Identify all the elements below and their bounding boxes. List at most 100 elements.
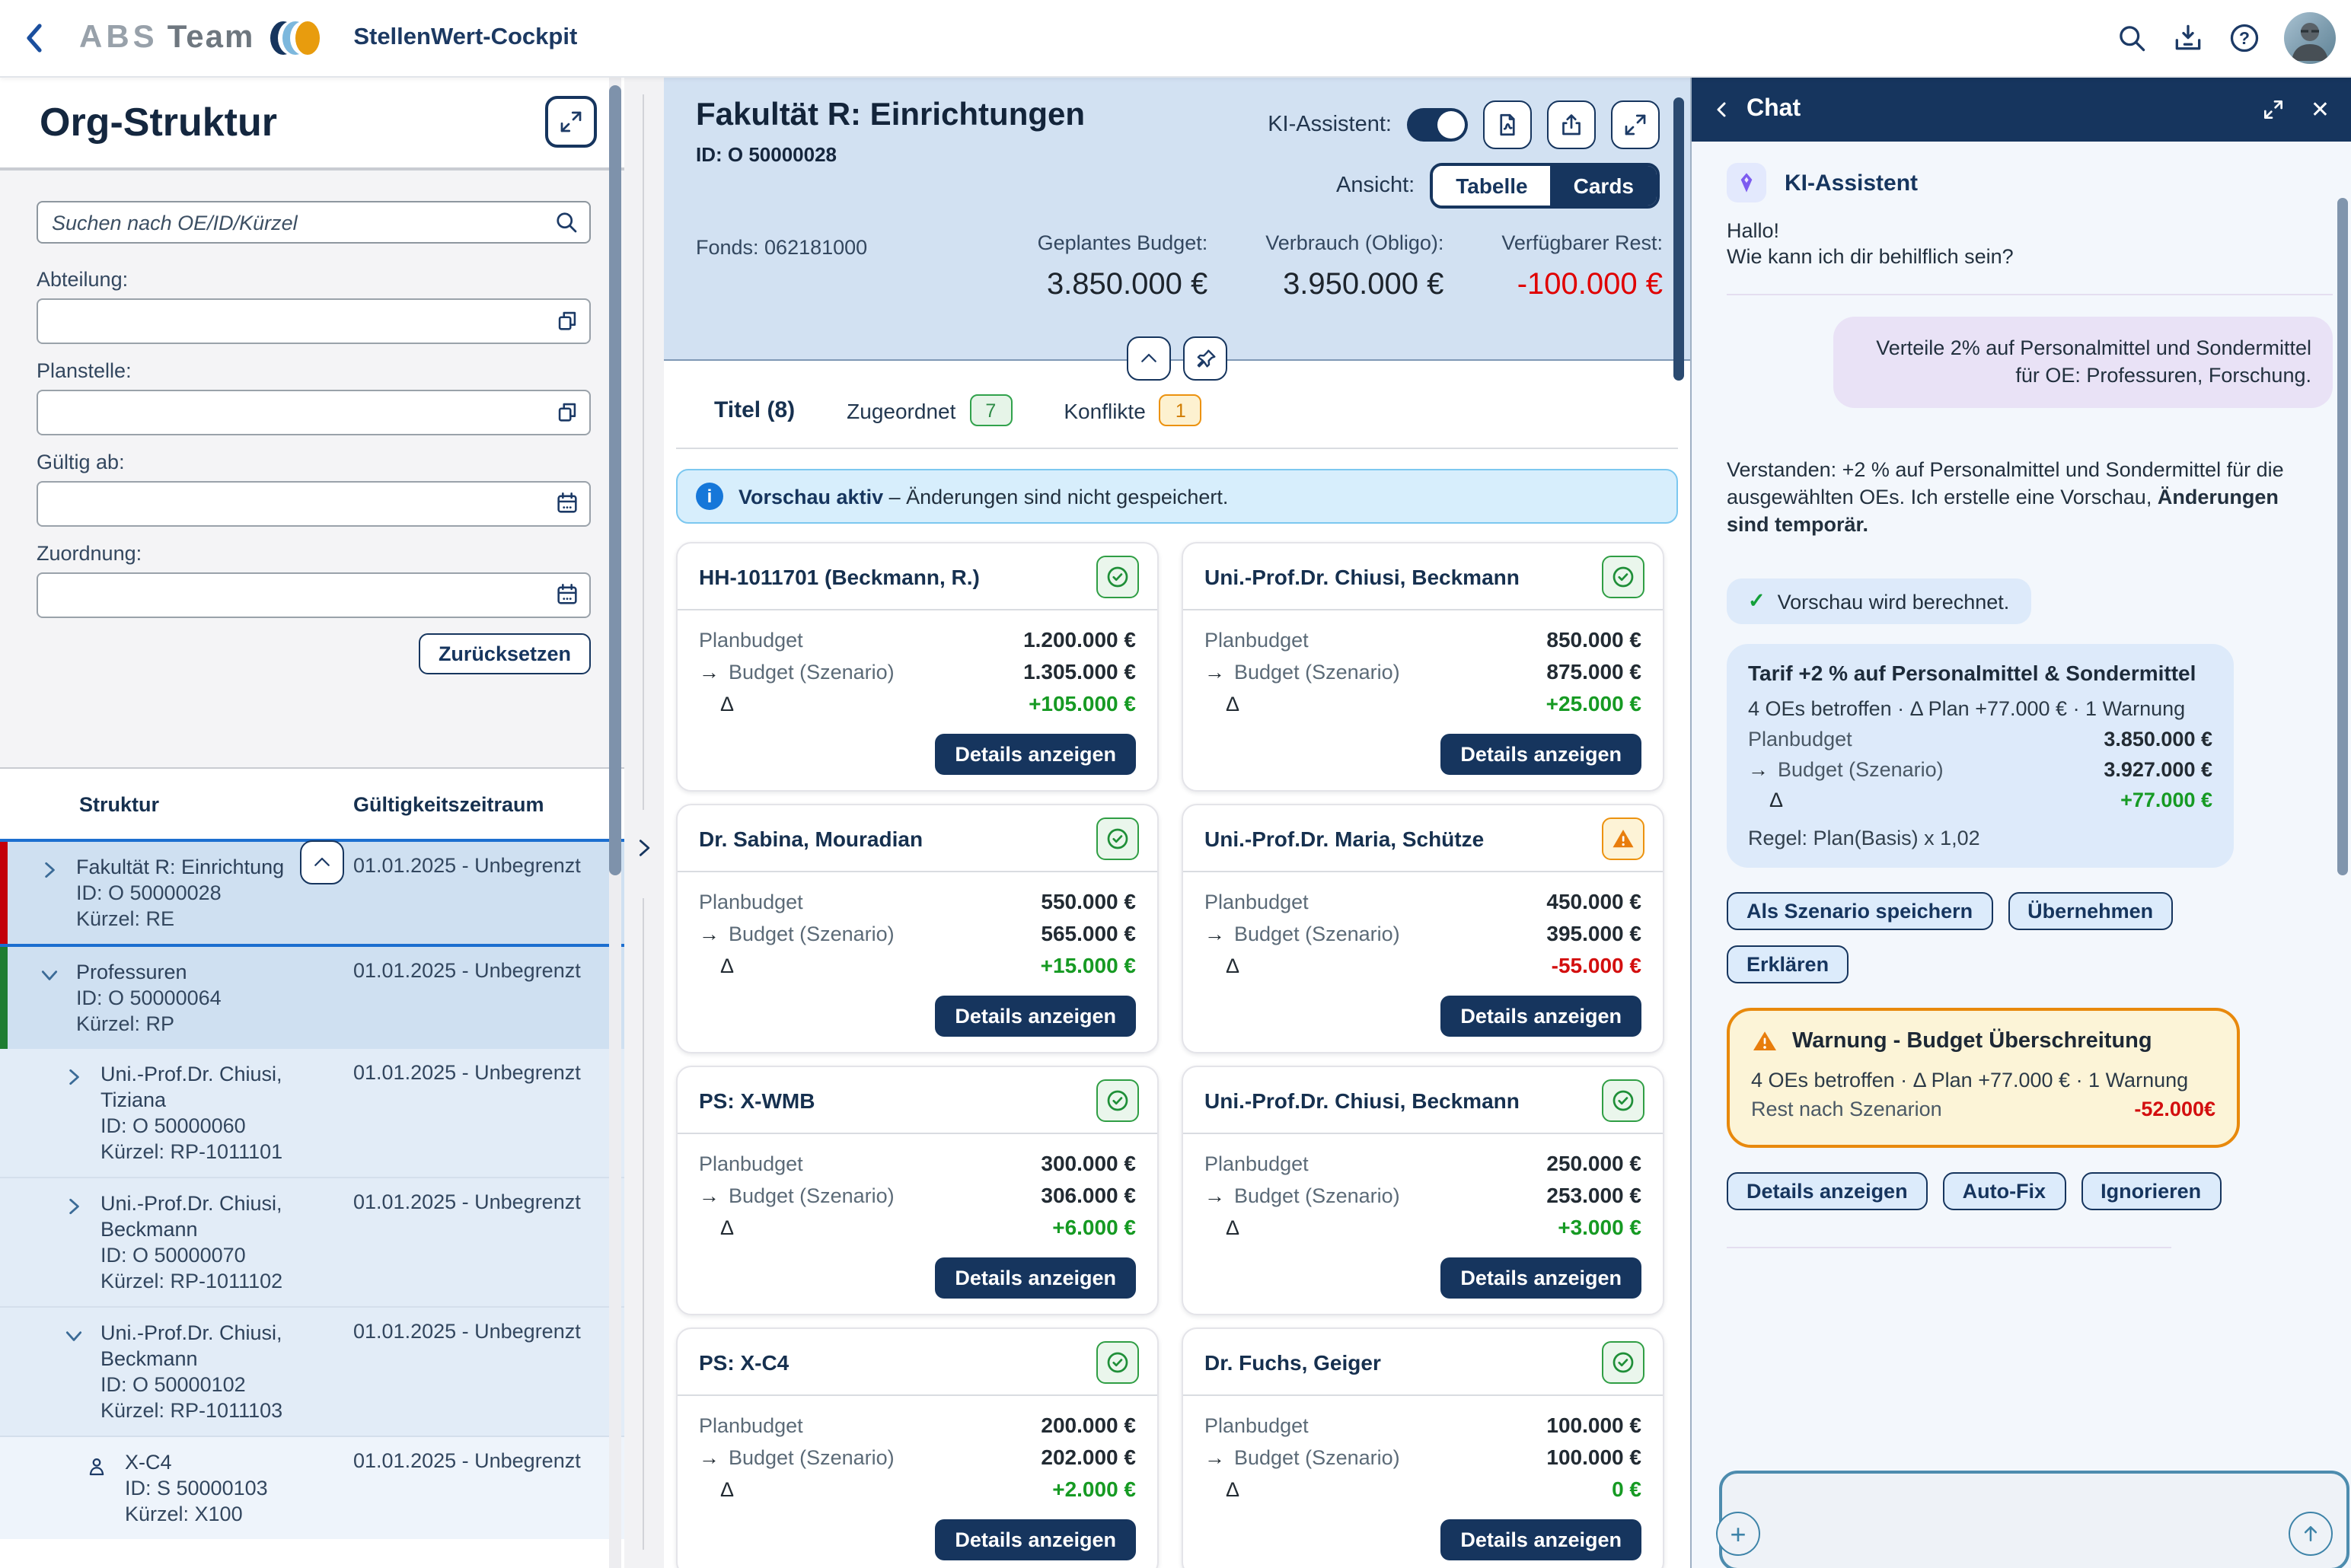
pin-icon[interactable]: [1183, 336, 1227, 381]
back-icon[interactable]: [21, 21, 49, 55]
tab-zugeordnet[interactable]: Zugeordnet 7: [847, 394, 1013, 426]
panel-splitter[interactable]: [624, 76, 664, 1568]
details-button[interactable]: Details anzeigen: [935, 996, 1136, 1037]
tree-item-name: Uni.-Prof.Dr. Chiusi, Beckmann: [100, 1321, 282, 1370]
details-button[interactable]: Details anzeigen: [1440, 996, 1641, 1037]
sidebar-scrollbar-thumb[interactable]: [609, 85, 621, 875]
budget-warning-box: Warnung - Budget Überschreitung 4 OEs be…: [1727, 1008, 2240, 1148]
panel-expand-button[interactable]: [545, 96, 597, 148]
check-icon: ✓: [1748, 589, 1766, 612]
user-avatar[interactable]: [2284, 12, 2336, 64]
tree-row-chiusi-tiziana[interactable]: Uni.-Prof.Dr. Chiusi, Tiziana ID: O 5000…: [0, 1049, 624, 1178]
top-bar: ABS Team StellenWert-Cockpit ?: [0, 0, 2351, 78]
chat-divider: [1727, 294, 2333, 295]
send-button[interactable]: [2289, 1512, 2333, 1556]
main-scrollbar-thumb[interactable]: [1673, 97, 1684, 381]
chat-messages: KI-Assistent Hallo! Wie kann ich dir beh…: [1692, 142, 2351, 1248]
chevron-right-icon[interactable]: [40, 860, 59, 880]
chat-panel: Chat ✕ KI-Assistent Hallo! Wie kann ich …: [1690, 76, 2351, 1568]
expand-icon[interactable]: [1611, 100, 1660, 149]
main-header: Fakultät R: Einrichtungen ID: O 50000028…: [664, 76, 1690, 381]
card-title: Uni.-Prof.Dr. Chiusi, Beckmann: [1204, 1088, 1520, 1113]
tree-item-id: ID: O 50000070: [100, 1244, 246, 1267]
copy-icon[interactable]: [554, 399, 580, 425]
card-title: HH-1011701 (Beckmann, R.): [699, 565, 980, 589]
download-icon[interactable]: [2171, 21, 2205, 55]
tree-item-period: 01.01.2025 - Unbegrenzt: [353, 1320, 581, 1343]
tree-search: [37, 201, 591, 244]
details-button[interactable]: Details anzeigen: [1440, 1519, 1641, 1560]
logo-team-text: Team: [167, 20, 255, 55]
budget-card: PS: X-C4 Planbudget 200.000 € → Budget (Sz…: [676, 1327, 1159, 1568]
tree-item-id: ID: O 50000102: [100, 1373, 246, 1396]
details-button[interactable]: Details anzeigen: [935, 1257, 1136, 1299]
card-title: Dr. Sabina, Mouradian: [699, 827, 923, 851]
auto-fix-button[interactable]: Auto-Fix: [1942, 1172, 2066, 1210]
scenario-card: Tarif +2 % auf Personalmittel & Sondermi…: [1727, 644, 2234, 868]
details-button[interactable]: Details anzeigen: [1440, 734, 1641, 775]
chat-input[interactable]: [1719, 1471, 2349, 1568]
zugeordnet-count-badge: 7: [969, 394, 1013, 426]
save-scenario-button[interactable]: Als Szenario speichern: [1727, 892, 1993, 930]
expand-icon[interactable]: [2262, 97, 2286, 121]
assistant-name: KI-Assistent: [1785, 170, 1919, 196]
preview-banner: i Vorschau aktiv – Änderungen sind nicht…: [676, 469, 1678, 524]
banner-rest: – Änderungen sind nicht gespeichert.: [883, 485, 1229, 508]
details-button[interactable]: Details anzeigen: [935, 734, 1136, 775]
planstelle-field[interactable]: [37, 390, 591, 435]
calendar-icon[interactable]: [554, 490, 580, 516]
calendar-icon[interactable]: [554, 582, 580, 607]
planstelle-label: Planstelle:: [37, 359, 132, 382]
tree-row-chiusi-beckmann-2[interactable]: Uni.-Prof.Dr. Chiusi, Beckmann ID: O 500…: [0, 1308, 624, 1437]
pdf-export-button[interactable]: [1483, 100, 1532, 149]
chevron-right-icon[interactable]: [64, 1197, 84, 1216]
apply-button[interactable]: Übernehmen: [2008, 892, 2174, 930]
tab-titel[interactable]: Titel (8): [714, 397, 796, 423]
org-tree: Fakultät R: Einrichtung ID: O 50000028 K…: [0, 839, 624, 1539]
attach-plus-button[interactable]: +: [1716, 1512, 1760, 1556]
ki-assistent-toggle[interactable]: [1407, 108, 1468, 142]
scenario-title: Tarif +2 % auf Personalmittel & Sondermi…: [1748, 661, 2196, 685]
abteilung-field[interactable]: [37, 298, 591, 344]
status-bar-red: [0, 842, 8, 944]
warning-details-button[interactable]: Details anzeigen: [1727, 1172, 1928, 1210]
tree-item-name: Uni.-Prof.Dr. Chiusi, Tiziana: [100, 1063, 282, 1111]
chat-scrollbar-thumb[interactable]: [2337, 198, 2348, 875]
explain-button[interactable]: Erklären: [1727, 945, 1849, 983]
view-option-table[interactable]: Tabelle: [1433, 166, 1551, 206]
preview-status-chip: ✓ Vorschau wird berechnet.: [1727, 578, 2031, 624]
close-icon[interactable]: ✕: [2310, 97, 2330, 123]
filter-collapse-button[interactable]: [300, 840, 344, 884]
tree-row-chiusi-beckmann-1[interactable]: Uni.-Prof.Dr. Chiusi, Beckmann ID: O 500…: [0, 1178, 624, 1308]
details-button[interactable]: Details anzeigen: [1440, 1257, 1641, 1299]
tab-konflikte[interactable]: Konflikte 1: [1064, 394, 1202, 426]
status-warning-icon: [1602, 817, 1644, 860]
header-collapse-button[interactable]: [1127, 336, 1171, 381]
search-icon[interactable]: [2115, 21, 2148, 55]
card-title: Uni.-Prof.Dr. Chiusi, Beckmann: [1204, 565, 1520, 589]
chevron-left-icon[interactable]: [1713, 98, 1731, 120]
zuordnung-field[interactable]: [37, 572, 591, 618]
budget-card: HH-1011701 (Beckmann, R.) Planbudget 1.20…: [676, 542, 1159, 792]
view-option-cards[interactable]: Cards: [1550, 166, 1657, 206]
copy-icon[interactable]: [554, 308, 580, 333]
chevron-right-icon[interactable]: [64, 1067, 84, 1087]
share-button[interactable]: [1547, 100, 1596, 149]
gueltig-ab-field[interactable]: [37, 481, 591, 527]
chevron-right-icon[interactable]: [633, 834, 655, 862]
tree-search-input[interactable]: [37, 201, 591, 244]
reset-button[interactable]: Zurücksetzen: [418, 633, 591, 674]
tree-row-professuren[interactable]: Professuren ID: O 50000064 Kürzel: RP 01…: [0, 947, 624, 1049]
details-button[interactable]: Details anzeigen: [935, 1519, 1136, 1560]
org-structure-title: Org-Struktur: [40, 98, 277, 144]
tree-row-xc4[interactable]: X-C4 ID: S 50000103 Kürzel: X100 01.01.2…: [0, 1437, 624, 1539]
assistant-header: KI-Assistent: [1727, 163, 2333, 202]
chevron-down-icon[interactable]: [40, 965, 59, 985]
person-icon: [85, 1455, 108, 1478]
ignore-button[interactable]: Ignorieren: [2081, 1172, 2222, 1210]
chevron-down-icon[interactable]: [64, 1326, 84, 1346]
gem-icon: [1727, 163, 1766, 202]
help-icon[interactable]: ?: [2228, 21, 2261, 55]
abteilung-label: Abteilung:: [37, 268, 129, 291]
budget-cards-grid: HH-1011701 (Beckmann, R.) Planbudget 1.20…: [676, 542, 1678, 1568]
